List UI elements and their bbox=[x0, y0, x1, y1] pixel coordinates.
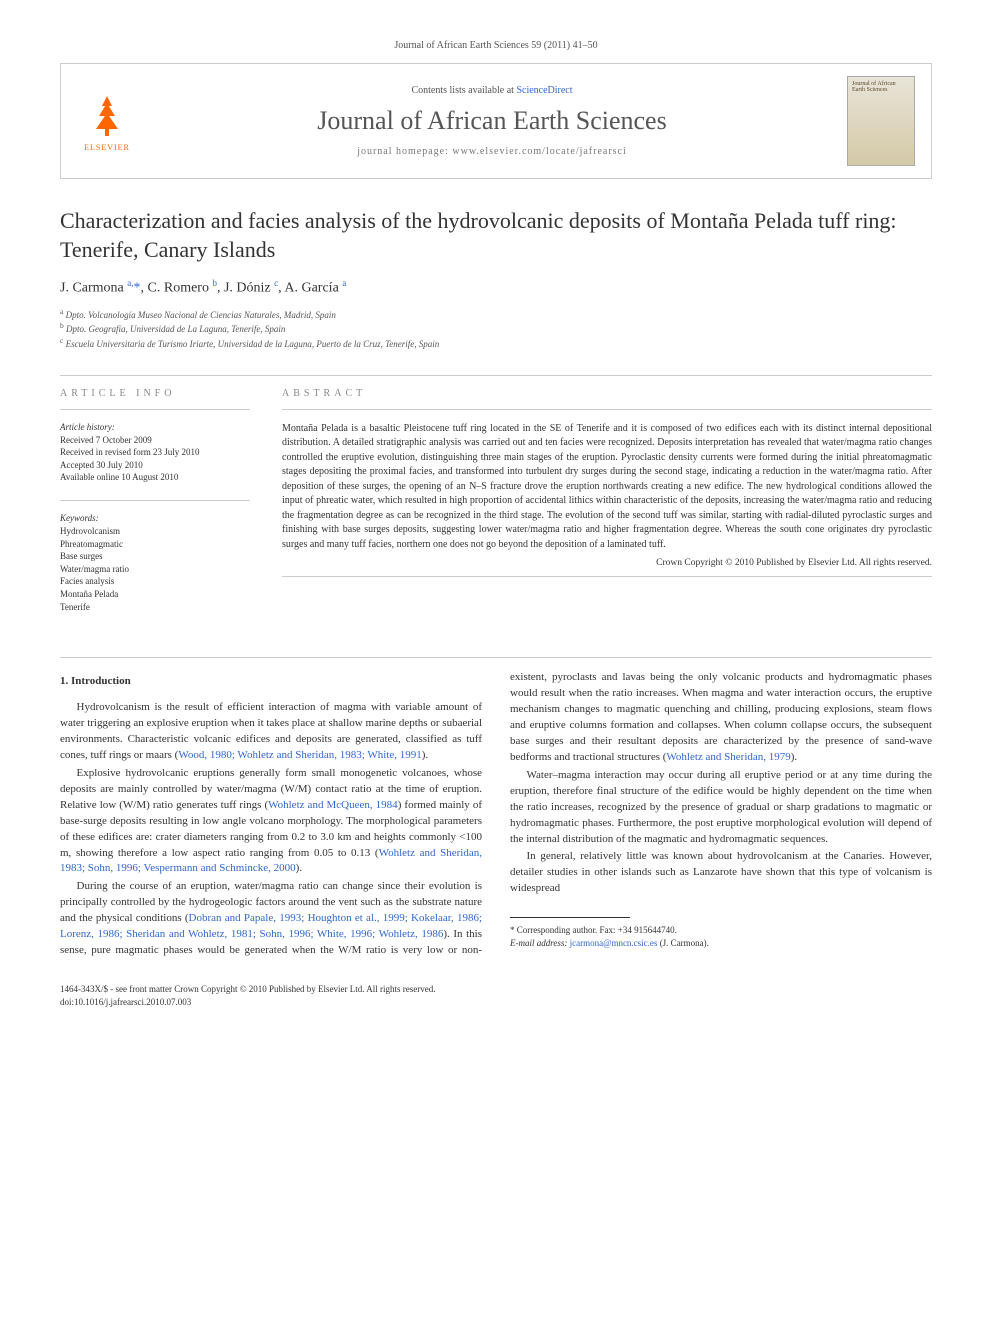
section-heading: 1. Introduction bbox=[60, 674, 482, 690]
divider bbox=[60, 375, 932, 376]
body-para-2: Explosive hydrovolcanic eruptions genera… bbox=[60, 766, 482, 878]
tree-icon bbox=[82, 91, 132, 141]
ref-link[interactable]: Wohletz and Sheridan, 1979 bbox=[666, 751, 790, 763]
homepage-url: www.elsevier.com/locate/jafrearsci bbox=[452, 146, 626, 157]
citation-line: Journal of African Earth Sciences 59 (20… bbox=[60, 40, 932, 51]
divider bbox=[60, 657, 932, 658]
ref-link[interactable]: Wohletz and McQueen, 1984 bbox=[268, 799, 398, 811]
footer-line-2: doi:10.1016/j.jafrearsci.2010.07.003 bbox=[60, 996, 932, 1009]
email-line: E-mail address: jcarmona@mncn.csic.es (J… bbox=[510, 937, 932, 950]
article-title: Characterization and facies analysis of … bbox=[60, 207, 932, 264]
journal-header: ELSEVIER Contents lists available at Sci… bbox=[60, 63, 932, 179]
divider bbox=[60, 500, 250, 501]
body-para-5: In general, relatively little was known … bbox=[510, 849, 932, 897]
footer-line-1: 1464-343X/$ - see front matter Crown Cop… bbox=[60, 983, 932, 996]
journal-cover-thumb: Journal of African Earth Sciences bbox=[847, 76, 915, 166]
divider bbox=[282, 576, 932, 577]
email-link[interactable]: jcarmona@mncn.csic.es bbox=[570, 938, 658, 948]
body-columns: 1. Introduction Hydrovolcanism is the re… bbox=[60, 670, 932, 959]
keywords-block: Keywords: HydrovolcanismPhreatomagmaticB… bbox=[60, 513, 250, 613]
abstract-copyright: Crown Copyright © 2010 Published by Else… bbox=[282, 558, 932, 568]
elsevier-label: ELSEVIER bbox=[84, 143, 130, 152]
abstract-heading: ABSTRACT bbox=[282, 388, 932, 399]
body-para-4: Water–magma interaction may occur during… bbox=[510, 768, 932, 848]
body-para-1: Hydrovolcanism is the result of efficien… bbox=[60, 700, 482, 764]
history-list: Received 7 October 2009Received in revis… bbox=[60, 434, 250, 484]
divider bbox=[282, 409, 932, 410]
keywords-list: HydrovolcanismPhreatomagmaticBase surges… bbox=[60, 525, 250, 613]
abstract-column: ABSTRACT Montaña Pelada is a basaltic Pl… bbox=[282, 388, 932, 630]
footnote-separator bbox=[510, 917, 630, 918]
article-info: ARTICLE INFO Article history: Received 7… bbox=[60, 388, 250, 630]
footer: 1464-343X/$ - see front matter Crown Cop… bbox=[60, 983, 932, 1008]
contents-prefix: Contents lists available at bbox=[411, 85, 516, 96]
contents-line: Contents lists available at ScienceDirec… bbox=[153, 85, 831, 96]
sciencedirect-link[interactable]: ScienceDirect bbox=[516, 85, 572, 96]
history-label: Article history: bbox=[60, 422, 250, 432]
elsevier-logo: ELSEVIER bbox=[77, 86, 137, 156]
text: ). bbox=[296, 862, 302, 874]
info-abstract-row: ARTICLE INFO Article history: Received 7… bbox=[60, 388, 932, 630]
history-block: Article history: Received 7 October 2009… bbox=[60, 422, 250, 484]
homepage-prefix: journal homepage: bbox=[357, 146, 452, 157]
corresponding-author: * Corresponding author. Fax: +34 9156447… bbox=[510, 924, 932, 937]
keywords-label: Keywords: bbox=[60, 513, 250, 523]
abstract-text: Montaña Pelada is a basaltic Pleistocene… bbox=[282, 422, 932, 553]
text: ). bbox=[422, 749, 428, 761]
authors: J. Carmona a,*, C. Romero b, J. Dóniz c,… bbox=[60, 278, 932, 297]
affiliations: a Dpto. Volcanología Museo Nacional de C… bbox=[60, 307, 932, 351]
email-label: E-mail address: bbox=[510, 938, 567, 948]
cover-label: Journal of African Earth Sciences bbox=[852, 81, 896, 93]
divider bbox=[60, 409, 250, 410]
journal-name: Journal of African Earth Sciences bbox=[153, 106, 831, 136]
text: ). bbox=[791, 751, 797, 763]
footnote-block: * Corresponding author. Fax: +34 9156447… bbox=[510, 917, 932, 949]
email-who: (J. Carmona). bbox=[657, 938, 709, 948]
header-center: Contents lists available at ScienceDirec… bbox=[153, 85, 831, 157]
homepage-line: journal homepage: www.elsevier.com/locat… bbox=[153, 146, 831, 157]
article-info-heading: ARTICLE INFO bbox=[60, 388, 250, 399]
ref-link[interactable]: Wood, 1980; Wohletz and Sheridan, 1983; … bbox=[178, 749, 421, 761]
